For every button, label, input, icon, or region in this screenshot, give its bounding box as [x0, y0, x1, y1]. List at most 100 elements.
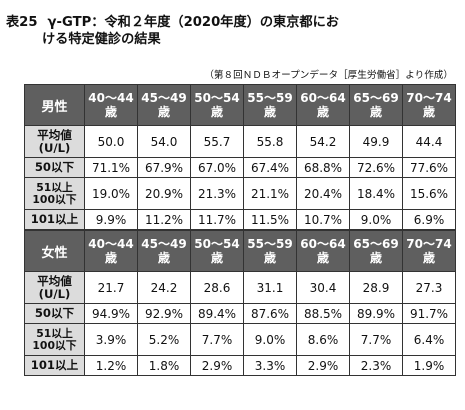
age-unit-label: 歳	[104, 105, 117, 119]
table-cell: 3.3%	[243, 355, 297, 376]
age-unit-label: 歳	[157, 251, 170, 265]
table-cell: 1.8%	[137, 355, 191, 376]
table-cell: 11.5%	[243, 209, 297, 230]
table-cell: 55.7	[190, 125, 244, 158]
age-group-header: 50～54 歳	[190, 84, 244, 126]
age-unit-label: 歳	[263, 105, 276, 119]
age-range-label: 50～54	[194, 91, 240, 105]
age-range-label: 40～44	[88, 91, 134, 105]
table-cell: 28.9	[349, 271, 403, 304]
header-row: 男性 40～44 歳 45～49 歳 50～54 歳 55～59 歳 60～64 歳 65～69 歳 70…	[24, 84, 456, 126]
table-cell: 88.5%	[296, 303, 350, 324]
age-group-header: 65～69 歳	[349, 230, 403, 272]
table-cell: 91.7%	[402, 303, 456, 324]
table-cell: 30.4	[296, 271, 350, 304]
row-label-line-1: 50以下	[34, 306, 75, 320]
age-group-header: 45～49 歳	[137, 230, 191, 272]
table-number: 表25	[6, 15, 38, 30]
table-row: 51以上 100以下 19.0% 20.9% 21.3% 21.1% 20.4% 18.4% 1…	[24, 177, 456, 210]
age-group-header: 70～74 歳	[402, 84, 456, 126]
table-cell: 9.0%	[243, 323, 297, 356]
age-unit-label: 歳	[316, 251, 329, 265]
age-unit-label: 歳	[369, 105, 382, 119]
age-unit-label: 歳	[157, 105, 170, 119]
table-cell: 68.8%	[296, 157, 350, 178]
row-label-line-1: 51以上	[36, 326, 73, 340]
age-unit-label: 歳	[210, 105, 223, 119]
table-cell: 11.7%	[190, 209, 244, 230]
table-cell: 20.4%	[296, 177, 350, 210]
age-unit-label: 歳	[104, 251, 117, 265]
row-label-line-1: 50以下	[34, 160, 75, 174]
table-cell: 92.9%	[137, 303, 191, 324]
male-results-table: 男性 40～44 歳 45～49 歳 50～54 歳 55～59 歳 60～64 歳 65～69 歳 70…	[24, 84, 456, 230]
table-cell: 2.9%	[190, 355, 244, 376]
table-row: 平均値 (U/L) 21.7 24.2 28.6 31.1 30.4 28.9 27.3	[24, 271, 456, 304]
table-cell: 89.4%	[190, 303, 244, 324]
table-cell: 7.7%	[349, 323, 403, 356]
table-cell: 5.2%	[137, 323, 191, 356]
table-cell: 27.3	[402, 271, 456, 304]
row-label: 50以下	[24, 303, 85, 324]
table-cell: 67.4%	[243, 157, 297, 178]
table-cell: 72.6%	[349, 157, 403, 178]
table-cell: 71.1%	[84, 157, 138, 178]
row-label-line-1: 平均値	[37, 127, 72, 142]
table-cell: 21.7	[84, 271, 138, 304]
table-cell: 44.4	[402, 125, 456, 158]
table-cell: 55.8	[243, 125, 297, 158]
age-range-label: 60～64	[300, 237, 346, 251]
age-unit-label: 歳	[369, 251, 382, 265]
age-unit-label: 歳	[316, 105, 329, 119]
row-label-line-1: 51以上	[36, 180, 73, 194]
table-cell: 28.6	[190, 271, 244, 304]
table-cell: 54.2	[296, 125, 350, 158]
age-range-label: 55～59	[247, 91, 293, 105]
age-group-header: 50～54 歳	[190, 230, 244, 272]
table-cell: 24.2	[137, 271, 191, 304]
row-label-line-1: 101以上	[30, 358, 79, 372]
table-cell: 77.6%	[402, 157, 456, 178]
table-row: 51以上 100以下 3.9% 5.2% 7.7% 9.0% 8.6% 7.7% 6.4%	[24, 323, 456, 356]
age-group-header: 60～64 歳	[296, 230, 350, 272]
table-cell: 2.9%	[296, 355, 350, 376]
age-range-label: 70～74	[406, 237, 452, 251]
table-cell: 21.1%	[243, 177, 297, 210]
title-line-1: 表25 γ-GTP：令和２年度（2020年度）の東京都にお	[6, 14, 462, 31]
row-label: 平均値 (U/L)	[24, 271, 85, 304]
male-sex-header: 男性	[24, 84, 85, 126]
table-cell: 49.9	[349, 125, 403, 158]
age-group-header: 55～59 歳	[243, 84, 297, 126]
table-cell: 67.0%	[190, 157, 244, 178]
table-cell: 31.1	[243, 271, 297, 304]
row-label: 101以上	[24, 355, 85, 376]
age-range-label: 60～64	[300, 91, 346, 105]
female-sex-header: 女性	[24, 230, 85, 272]
age-group-header: 65～69 歳	[349, 84, 403, 126]
table-cell: 1.2%	[84, 355, 138, 376]
row-label-line-2: (U/L)	[38, 286, 71, 301]
age-unit-label: 歳	[422, 105, 435, 119]
table-cell: 9.9%	[84, 209, 138, 230]
table-cell: 10.7%	[296, 209, 350, 230]
table-cell: 3.9%	[84, 323, 138, 356]
table-row: 50以下 71.1% 67.9% 67.0% 67.4% 68.8% 72.6% 77.6%	[24, 157, 456, 178]
table-cell: 6.9%	[402, 209, 456, 230]
table-row: 101以上 1.2% 1.8% 2.9% 3.3% 2.9% 2.3% 1.9%	[24, 355, 456, 376]
age-range-label: 70～74	[406, 91, 452, 105]
age-group-header: 60～64 歳	[296, 84, 350, 126]
table-cell: 20.9%	[137, 177, 191, 210]
table-cell: 1.9%	[402, 355, 456, 376]
age-group-header: 45～49 歳	[137, 84, 191, 126]
age-group-header: 40～44 歳	[84, 230, 138, 272]
table-cell: 6.4%	[402, 323, 456, 356]
row-label-line-2: 100以下	[32, 338, 77, 352]
age-range-label: 45～49	[141, 91, 187, 105]
row-label: 51以上 100以下	[24, 177, 85, 210]
table-cell: 9.0%	[349, 209, 403, 230]
row-label: 101以上	[24, 209, 85, 230]
age-group-header: 55～59 歳	[243, 230, 297, 272]
source-note: （第８回ＮＤＢオープンデータ［厚生労働省］より作成）	[204, 70, 453, 81]
row-label: 51以上 100以下	[24, 323, 85, 356]
